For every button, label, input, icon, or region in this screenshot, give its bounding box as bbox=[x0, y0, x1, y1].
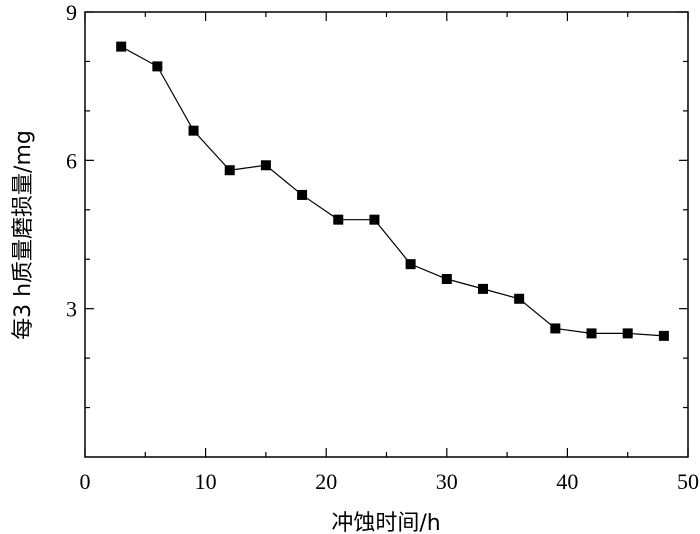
data-point bbox=[188, 125, 199, 136]
data-point bbox=[550, 323, 561, 334]
data-point bbox=[333, 214, 344, 225]
y-tick-label: 6 bbox=[66, 148, 77, 173]
data-point bbox=[622, 328, 633, 339]
data-point bbox=[658, 330, 669, 341]
data-point bbox=[441, 274, 452, 284]
data-point bbox=[477, 283, 488, 294]
data-point bbox=[586, 328, 597, 339]
x-tick-label: 0 bbox=[80, 469, 91, 494]
x-tick-label: 50 bbox=[677, 469, 699, 494]
data-point bbox=[116, 41, 127, 52]
series bbox=[116, 41, 669, 341]
data-point bbox=[224, 165, 235, 176]
data-point bbox=[260, 160, 271, 171]
data-point bbox=[405, 259, 416, 270]
data-point bbox=[152, 61, 163, 72]
data-point bbox=[514, 293, 525, 304]
data-point bbox=[297, 189, 308, 200]
x-tick-label: 30 bbox=[436, 469, 458, 494]
data-point bbox=[369, 214, 380, 225]
x-tick-label: 10 bbox=[195, 469, 217, 494]
x-tick-label: 20 bbox=[315, 469, 337, 494]
x-axis-title: 冲蚀时间/h bbox=[331, 511, 440, 534]
y-tick-label: 3 bbox=[66, 297, 77, 322]
y-axis-title: 每3 h质量磨损量/mg bbox=[11, 130, 36, 340]
tick-marks bbox=[84, 11, 689, 457]
series-line bbox=[120, 46, 664, 337]
y-tick-label: 9 bbox=[66, 0, 77, 25]
x-tick-label: 40 bbox=[556, 469, 578, 494]
tick-labels: 0 10 20 30 40 50 3 6 9 bbox=[66, 0, 699, 494]
